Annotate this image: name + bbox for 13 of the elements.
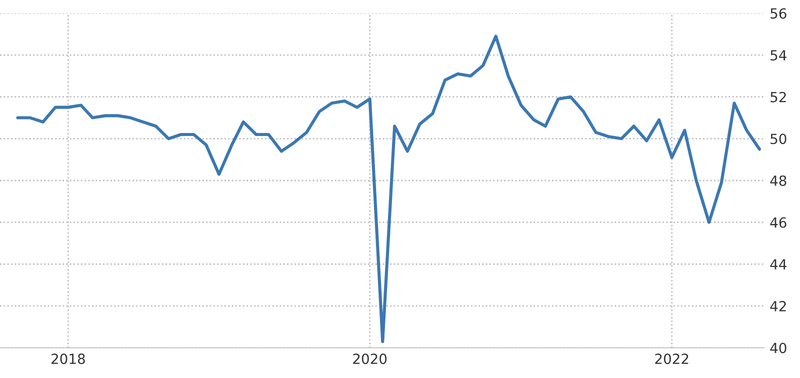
x-tick-label: 2020: [353, 354, 387, 364]
x-tick-label: 2018: [52, 354, 85, 364]
line-series: [16, 34, 761, 344]
y-tick-label: 42: [770, 300, 786, 312]
y-tick-label: 48: [770, 175, 786, 186]
y-tick-label: 56: [770, 8, 786, 19]
y-tick-label: 54: [770, 50, 786, 61]
y-tick-label: 40: [770, 342, 786, 354]
y-tick-label: 46: [770, 217, 786, 228]
y-tick-label: 50: [770, 134, 786, 144]
x-tick-label: 2022: [655, 354, 688, 364]
y-tick-label: 44: [770, 259, 786, 270]
y-tick-label: 52: [770, 92, 786, 102]
